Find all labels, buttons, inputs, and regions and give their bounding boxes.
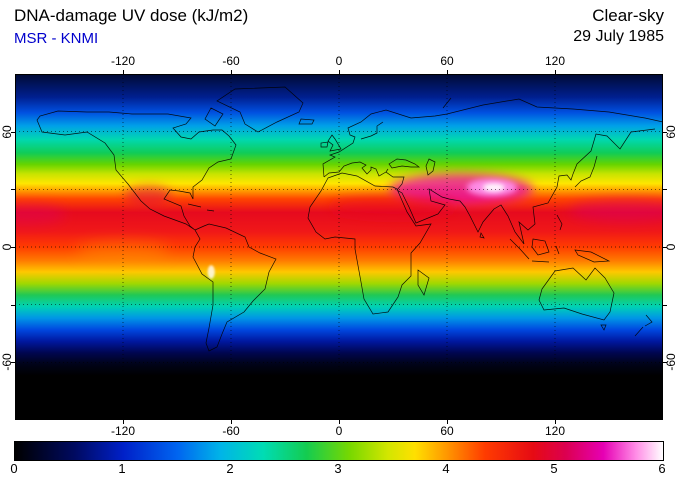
axis-tick bbox=[339, 70, 340, 74]
colorbar-tick-label: 0 bbox=[10, 461, 18, 476]
axis-tick bbox=[11, 304, 15, 306]
axis-tick bbox=[11, 362, 15, 364]
lon-tick-label-top: -60 bbox=[222, 54, 240, 68]
axis-tick bbox=[447, 70, 448, 74]
lon-tick-label-top: -120 bbox=[110, 54, 136, 68]
colorbar-tick-label: 5 bbox=[550, 461, 558, 476]
axis-tick bbox=[663, 304, 667, 306]
lon-tick-label-bottom: 60 bbox=[440, 424, 454, 438]
page-title: DNA-damage UV dose (kJ/m2) bbox=[14, 6, 249, 25]
sky-condition-label: Clear-sky bbox=[592, 6, 664, 25]
coastlines bbox=[36, 86, 664, 352]
axis-tick bbox=[663, 362, 667, 364]
map-canvas bbox=[0, 74, 678, 420]
colorbar-tick-label: 2 bbox=[226, 461, 234, 476]
colorbar bbox=[14, 441, 664, 461]
colorbar-tick-label: 4 bbox=[442, 461, 450, 476]
lon-tick-label-top: 0 bbox=[335, 54, 343, 68]
axis-tick bbox=[123, 420, 124, 424]
uv-hotspots bbox=[0, 173, 678, 279]
colorbar-tick-label: 6 bbox=[658, 461, 666, 476]
axis-tick bbox=[231, 70, 232, 74]
lon-tick-label-top: 60 bbox=[440, 54, 454, 68]
colorbar-tick-label: 3 bbox=[334, 461, 342, 476]
colorbar-tick-label: 1 bbox=[118, 461, 126, 476]
hotspot-central-pacific-high bbox=[0, 203, 66, 225]
axis-tick bbox=[555, 420, 556, 424]
axis-tick bbox=[447, 420, 448, 424]
coastline-path bbox=[36, 86, 664, 352]
axis-tick bbox=[11, 189, 15, 191]
axis-tick bbox=[11, 247, 15, 248]
hotspot-tibet-white-center bbox=[483, 183, 505, 192]
lon-tick-label-bottom: 0 bbox=[335, 424, 343, 438]
data-source-label: MSR - KNMI bbox=[14, 30, 99, 47]
hotspot-west-pacific-high bbox=[569, 199, 678, 222]
lon-tick-label-bottom: -60 bbox=[222, 424, 240, 438]
hotspot-mexico-high bbox=[124, 185, 172, 205]
axis-tick bbox=[123, 70, 124, 74]
lon-tick-label-bottom: -120 bbox=[110, 424, 136, 438]
lon-tick-label-bottom: 120 bbox=[544, 424, 566, 438]
world-map bbox=[0, 74, 678, 420]
axis-tick bbox=[555, 70, 556, 74]
axis-tick bbox=[339, 420, 340, 424]
map-grid bbox=[15, 74, 663, 420]
date-label: 29 July 1985 bbox=[573, 28, 664, 45]
map-border bbox=[15, 74, 663, 420]
axis-tick bbox=[663, 131, 667, 133]
hotspot-sahara-arabia-high bbox=[328, 195, 458, 219]
axis-tick bbox=[663, 247, 667, 248]
hotspot-andes-peak bbox=[207, 265, 215, 279]
axis-tick bbox=[663, 189, 667, 191]
axis-tick bbox=[231, 420, 232, 424]
axis-tick bbox=[11, 131, 15, 133]
lon-tick-label-top: 120 bbox=[544, 54, 566, 68]
